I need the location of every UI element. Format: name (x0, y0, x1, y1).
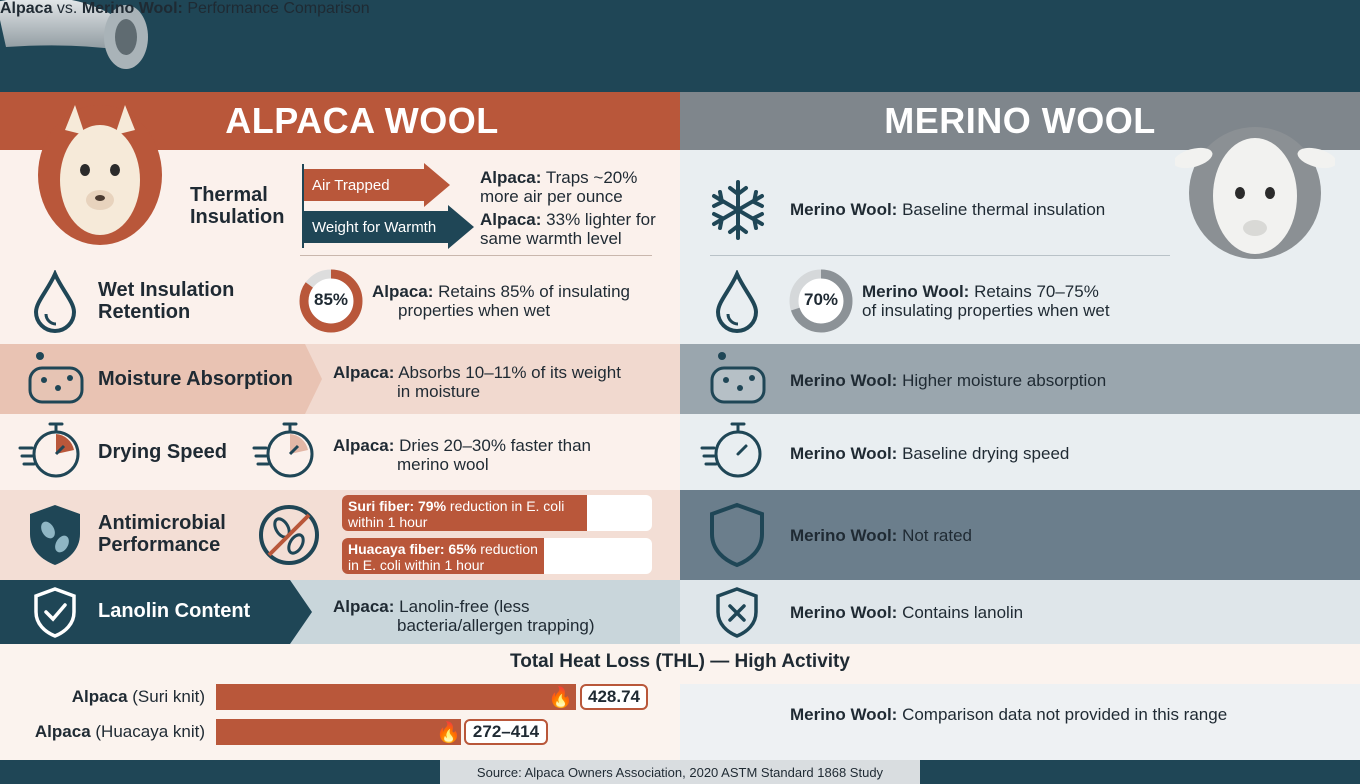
thl-merino-desc: Merino Wool: Comparison data not provide… (790, 705, 1228, 724)
sponge-icon (28, 352, 84, 404)
lanolin-alpaca-desc: Alpaca: Lanolin-free (less bacteria/alle… (333, 597, 595, 635)
thl-suri-value: 428.74 (580, 684, 648, 710)
arrow-weight-warmth-label: Weight for Warmth (312, 218, 437, 236)
stripe-lanolin-right (680, 580, 1360, 644)
title-alpaca: Alpaca (0, 0, 53, 17)
sponge-icon (710, 352, 766, 404)
source-citation: Source: Alpaca Owners Association, 2020 … (440, 760, 920, 784)
water-drop-icon (715, 270, 759, 333)
moisture-merino-desc: Merino Wool: Higher moisture absorption (790, 371, 1107, 390)
thermal-alpaca-air: Alpaca: Traps ~20% more air per ounce (480, 168, 638, 206)
stripe-antimicrobial-right (680, 490, 1360, 580)
arrow-air-trapped (304, 163, 450, 207)
stripe-moisture-right (680, 344, 1360, 414)
thl-huacaya-value: 272–414 (464, 719, 548, 745)
snowflake-icon (712, 180, 764, 240)
drying-merino-desc: Merino Wool: Baseline drying speed (790, 444, 1070, 463)
moisture-label: Moisture Absorption (98, 368, 293, 390)
merino-wet-percent: 70% (803, 290, 839, 309)
sheep-portrait-icon (1175, 127, 1335, 259)
no-bacteria-icon (259, 505, 319, 565)
divider (710, 255, 1170, 256)
alpaca-portrait-icon (38, 105, 162, 245)
thl-huacaya-bar (216, 719, 461, 745)
stopwatch-icon (700, 422, 762, 478)
flame-icon: 🔥 (436, 722, 461, 744)
drying-label: Drying Speed (98, 441, 227, 463)
thermal-label: Thermal Insulation (190, 184, 285, 228)
thl-merino-panel (680, 684, 1360, 760)
lanolin-merino-desc: Merino Wool: Contains lanolin (790, 603, 1024, 622)
stopwatch-icon (252, 422, 314, 478)
drying-alpaca-desc: Alpaca: Dries 20–30% faster than merino … (333, 436, 591, 474)
shield-icon (710, 502, 764, 568)
shield-bacteria-icon (30, 505, 80, 565)
lanolin-label: Lanolin Content (98, 600, 251, 622)
wool-fiber-icon (0, 0, 148, 69)
header-bar (0, 0, 1360, 92)
antimicrobial-label: Antimicrobial Performance (98, 512, 226, 556)
page-title: Alpaca vs. Merino Wool: Performance Comp… (0, 0, 1360, 92)
stripe-drying-left (0, 414, 680, 490)
divider (300, 255, 652, 256)
thermal-merino: Merino Wool: Baseline thermal insulation (790, 200, 1106, 219)
wet-label: Wet Insulation Retention (98, 279, 235, 323)
thermal-alpaca-weight: Alpaca: 33% lighter for same warmth leve… (480, 210, 656, 248)
thl-huacaya-label: Alpaca (Huacaya knit) (34, 722, 205, 741)
flame-icon: 🔥 (548, 687, 573, 709)
suri-result-bar: Suri fiber: 79% reduction in E. coli wit… (342, 495, 587, 531)
lanolin-label-band (0, 580, 312, 644)
title-merino: Merino Wool: (81, 0, 183, 17)
merino-wet-donut (789, 269, 853, 333)
antimicrobial-merino-desc: Merino Wool: Not rated (790, 526, 973, 545)
wet-merino-desc: Merino Wool: Retains 70–75% of insulatin… (862, 282, 1110, 320)
moisture-alpaca-desc: Alpaca: Absorbs 10–11% of its weight in … (333, 363, 621, 401)
alpaca-wet-percent: 85% (313, 290, 349, 309)
huacaya-result-bar: Huacaya fiber: 65% reduction in E. coli … (342, 538, 544, 574)
thl-title: Total Heat Loss (THL) — High Activity (510, 651, 850, 672)
arrow-air-trapped-label: Air Trapped (312, 176, 390, 194)
shield-check-icon (34, 587, 76, 638)
thl-suri-bar (216, 684, 576, 710)
title-vs: vs. (56, 0, 78, 17)
stopwatch-icon (18, 422, 80, 478)
alpaca-wet-donut (299, 269, 363, 333)
thl-suri-label: Alpaca (Suri knit) (71, 687, 205, 706)
wet-alpaca-desc: Alpaca: Retains 85% of insulating proper… (372, 282, 630, 320)
shield-x-icon (716, 587, 758, 638)
arrow-weight-warmth (304, 205, 474, 249)
title-rest: Performance Comparison (187, 0, 370, 17)
thermal-axis (302, 164, 304, 248)
merino-header: MERINO WOOL (680, 92, 1360, 150)
water-drop-icon (33, 270, 77, 333)
